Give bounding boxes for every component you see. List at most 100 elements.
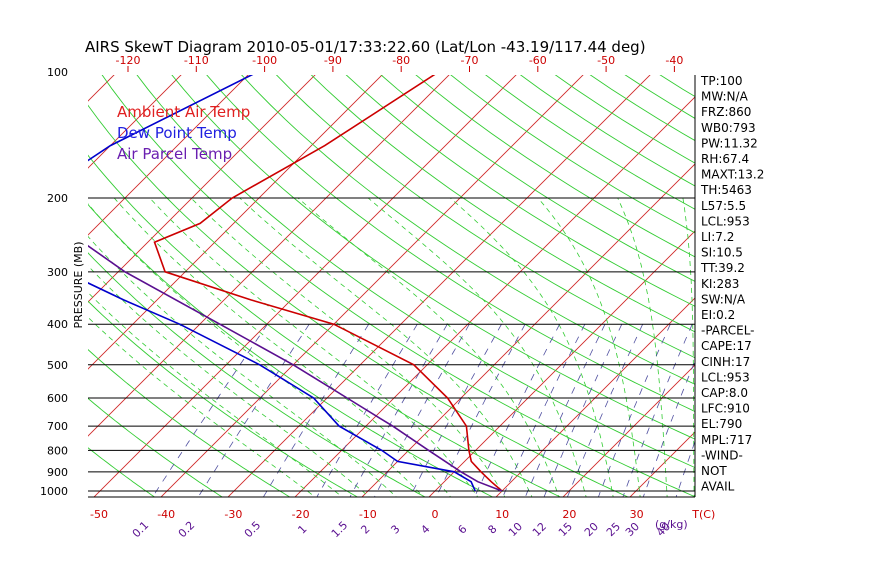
moist-adiabat-line xyxy=(191,198,507,500)
bottom-tick-label: 0 xyxy=(432,508,439,521)
mixing-ratio-tick-label: 30 xyxy=(623,520,642,539)
moist-adiabat-line xyxy=(618,198,668,500)
mixing-ratio-lines xyxy=(151,324,740,500)
mixing-ratio-tick-label: 3 xyxy=(388,522,402,536)
mixing-ratio-tick-label: 0.2 xyxy=(176,519,198,541)
index-entry: TP:100 xyxy=(700,74,743,88)
index-entry: EI:0.2 xyxy=(701,308,735,322)
index-entry: -PARCEL- xyxy=(701,324,755,338)
index-entry: TH:5463 xyxy=(700,183,752,197)
top-tick-label: -110 xyxy=(184,54,209,67)
series-line xyxy=(31,72,475,491)
index-entry: CINH:17 xyxy=(701,355,750,369)
mixing-ratio-tick-label: 10 xyxy=(506,520,525,539)
index-entry: LI:7.2 xyxy=(701,230,734,244)
pressure-tick-labels: 100 200 300 400 500 600 700 800 900 1000 xyxy=(40,66,68,498)
moist-adiabat-line xyxy=(150,198,480,500)
dry-adiabat-line xyxy=(239,72,870,500)
mixing-ratio-tick-label: 0.1 xyxy=(130,519,152,541)
y-axis-label: PRESSURE (MB) xyxy=(72,242,85,329)
pressure-tick-label: 1000 xyxy=(40,485,68,498)
pressure-tick-label: 400 xyxy=(47,318,68,331)
index-entry: EL:790 xyxy=(701,417,742,431)
mixing-ratio-tick-label: 6 xyxy=(455,522,469,536)
moist-adiabat-line xyxy=(83,198,426,500)
pressure-tick-label: 900 xyxy=(47,466,68,479)
mixing-ratio-tick-label: 8 xyxy=(485,522,499,536)
pressure-tick-label: 300 xyxy=(47,266,68,279)
index-entry: MW:N/A xyxy=(701,90,749,104)
bottom-tick-label: 30 xyxy=(630,508,644,521)
top-tick-label: -80 xyxy=(392,54,410,67)
index-entry: SI:10.5 xyxy=(701,246,743,260)
isotherm-line xyxy=(24,72,452,500)
moist-adiabat-line xyxy=(683,198,694,500)
legend-entry: Dew Point Temp xyxy=(117,124,237,142)
dry-adiabat-line xyxy=(516,72,870,500)
mixing-ratio-line xyxy=(348,324,447,500)
moist-adiabat-line xyxy=(538,198,641,500)
index-entry: LCL:953 xyxy=(701,370,750,384)
legend-entry: Ambient Air Temp xyxy=(117,103,250,121)
index-entry: WB0:793 xyxy=(701,121,756,135)
mixing-ratio-line xyxy=(473,324,559,500)
pressure-tick-label: 500 xyxy=(47,359,68,372)
top-tick-label: -120 xyxy=(116,54,141,67)
mixing-ratio-line xyxy=(543,324,622,500)
bottom-tick-label: 10 xyxy=(495,508,509,521)
index-entry: -WIND- xyxy=(701,448,743,462)
mixing-ratio-tick-label: 12 xyxy=(530,520,549,539)
pressure-tick-label: 800 xyxy=(47,444,68,457)
legend-entry: Air Parcel Temp xyxy=(117,145,232,163)
isotherm-line xyxy=(426,72,854,500)
index-entry: MAXT:13.2 xyxy=(701,168,764,182)
top-tick-label: -60 xyxy=(529,54,547,67)
mixing-ratio-line xyxy=(409,324,502,500)
isotherm-line xyxy=(0,72,50,500)
bottom-tick-label: -50 xyxy=(90,508,108,521)
bottom-tick-label: -20 xyxy=(292,508,310,521)
mixing-ratio-tick-label: 1 xyxy=(295,522,309,536)
mixing-ratio-line xyxy=(622,324,692,500)
isotherm-line xyxy=(0,72,117,500)
index-entry: CAPE:17 xyxy=(701,339,752,353)
index-entry: RH:67.4 xyxy=(701,152,749,166)
bottom-tick-label: T(C) xyxy=(691,508,715,521)
top-tick-label: -90 xyxy=(324,54,342,67)
dry-adiabat-line xyxy=(0,72,23,500)
moist-adiabat-lines xyxy=(0,198,694,500)
index-entry: SW:N/A xyxy=(701,292,746,306)
mixing-ratio-line xyxy=(262,324,369,500)
isotherm-line xyxy=(828,72,870,500)
index-entry: LFC:910 xyxy=(701,402,750,416)
stability-indices-panel: TP:100MW:N/AFRZ:860WB0:793PW:11.32RH:67.… xyxy=(700,74,764,494)
top-tick-label: -40 xyxy=(665,54,683,67)
mixing-ratio-tick-label: 4 xyxy=(418,522,432,536)
isotherm-line xyxy=(493,72,870,500)
index-entry: TT:39.2 xyxy=(700,261,745,275)
pressure-tick-label: 700 xyxy=(47,420,68,433)
index-entry: PW:11.32 xyxy=(701,136,758,150)
index-entry: MPL:717 xyxy=(701,433,752,447)
index-entry: KI:283 xyxy=(701,277,739,291)
pressure-tick-label: 600 xyxy=(47,392,68,405)
index-entry: LCL:953 xyxy=(701,214,750,228)
pressure-tick-label: 200 xyxy=(47,192,68,205)
mixing-ratio-line xyxy=(597,324,670,500)
isotherm-line xyxy=(761,72,870,500)
index-entry: AVAIL xyxy=(701,480,735,494)
bottom-tick-label: -10 xyxy=(359,508,377,521)
bottom-tick-label: -30 xyxy=(224,508,242,521)
pressure-tick-label: 100 xyxy=(47,66,68,79)
legend: Ambient Air Temp Dew Point Temp Air Parcel… xyxy=(117,103,250,163)
chart-title: AIRS SkewT Diagram 2010-05-01/17:33:22.6… xyxy=(85,38,646,56)
mixing-ratio-line xyxy=(315,324,417,500)
dry-adiabat-line xyxy=(412,72,870,500)
index-entry: L57:5.5 xyxy=(701,199,746,213)
moist-adiabat-line xyxy=(450,198,613,500)
mixing-ratio-line xyxy=(151,324,268,500)
